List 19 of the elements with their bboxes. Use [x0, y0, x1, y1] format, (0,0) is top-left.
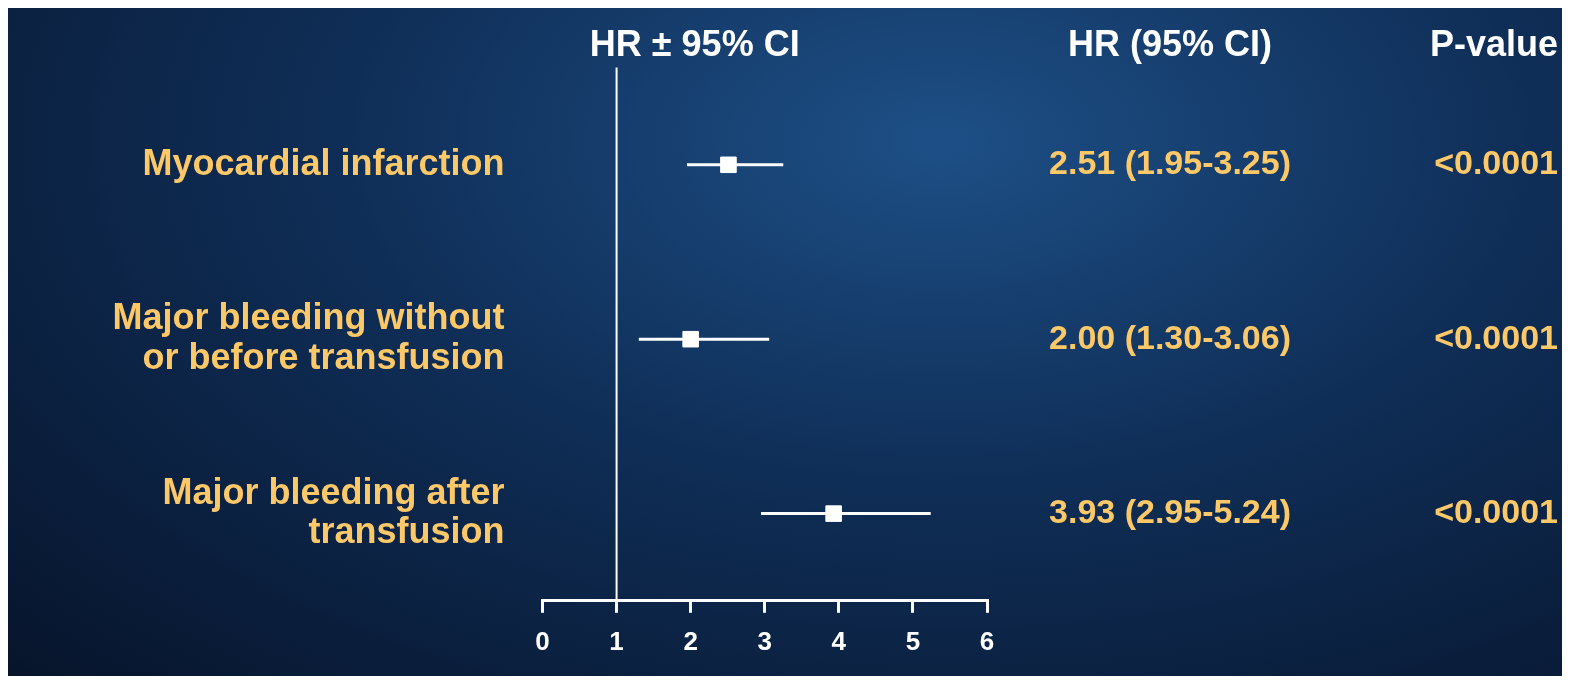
text: <0.0001 — [1434, 143, 1558, 182]
y-tick-label: Major bleeding after transfusion — [162, 470, 505, 552]
text: <0.0001 — [1434, 317, 1558, 356]
x-tick-label: 3 — [757, 625, 772, 656]
data-label: 2.00 (1.30-3.06) — [1049, 317, 1291, 356]
chart-title: HR ± 95% CI — [589, 22, 800, 64]
x-tick-label: 2 — [683, 625, 698, 656]
x-tick-label: 4 — [831, 625, 847, 656]
text: P-value — [1429, 22, 1558, 64]
x-tick-label: 5 — [905, 625, 921, 656]
y-tick-label: Major bleeding without or before transfusion — [112, 296, 505, 377]
y-tick-label: Myocardial infarction — [142, 141, 505, 183]
x-tick-label: 6 — [979, 625, 995, 656]
text: HR (95% CI) — [1067, 22, 1273, 64]
text: <0.0001 — [1434, 491, 1558, 530]
x-tick-label: 1 — [609, 625, 624, 656]
x-tick-label: 0 — [535, 625, 550, 656]
data-label: 3.93 (2.95-5.24) — [1049, 491, 1291, 530]
data-label: 2.51 (1.95-3.25) — [1049, 143, 1291, 182]
